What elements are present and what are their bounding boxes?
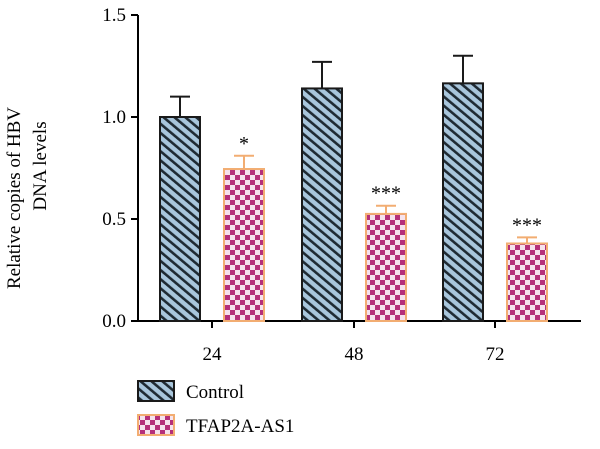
- bar-control: [301, 87, 343, 322]
- y-axis-title-line-2: DNA levels: [30, 121, 51, 210]
- legend-swatch-control: [137, 380, 175, 402]
- plot-area: 0.00.51.01.5 24 48 72 *******: [102, 5, 581, 365]
- x-ticks: 24 48 72: [203, 321, 505, 365]
- legend: Control TFAP2A-AS1: [137, 380, 294, 437]
- bar-tfap2a-as1: [506, 242, 548, 322]
- y-tick-label: 1.0: [102, 107, 126, 128]
- significance-marks: *******: [239, 133, 542, 237]
- y-axis-title-line-1: Relative copies of HBV: [4, 107, 25, 289]
- bar-tfap2a-as1: [223, 168, 265, 322]
- y-ticks: 0.0 0.5 1.0 1.5: [102, 5, 138, 332]
- error-bars: [170, 54, 537, 244]
- x-axis: 24 48 72: [137, 320, 581, 365]
- significance-label: ***: [512, 214, 542, 236]
- bars: [159, 82, 548, 322]
- y-axis-title: Relative copies of HBV DNA levels: [4, 107, 51, 289]
- y-tick-label: 0.0: [102, 311, 126, 332]
- x-tick-label: 72: [486, 344, 505, 365]
- bar-tfap2a-as1: [365, 212, 407, 322]
- y-axis: 0.0 0.5 1.0 1.5: [102, 5, 139, 332]
- significance-label: ***: [371, 183, 401, 205]
- legend-swatch-tfap2a-as1: [137, 414, 175, 436]
- legend-label-tfap2a-as1: TFAP2A-AS1: [186, 416, 294, 437]
- y-tick-label: 1.5: [102, 5, 126, 26]
- legend-label-control: Control: [186, 382, 244, 403]
- bar-control: [159, 116, 201, 322]
- significance-label: *: [239, 133, 249, 155]
- x-tick-label: 48: [345, 344, 364, 365]
- y-tick-label: 0.5: [102, 209, 126, 230]
- x-tick-label: 24: [203, 344, 223, 365]
- bar-control: [442, 82, 484, 322]
